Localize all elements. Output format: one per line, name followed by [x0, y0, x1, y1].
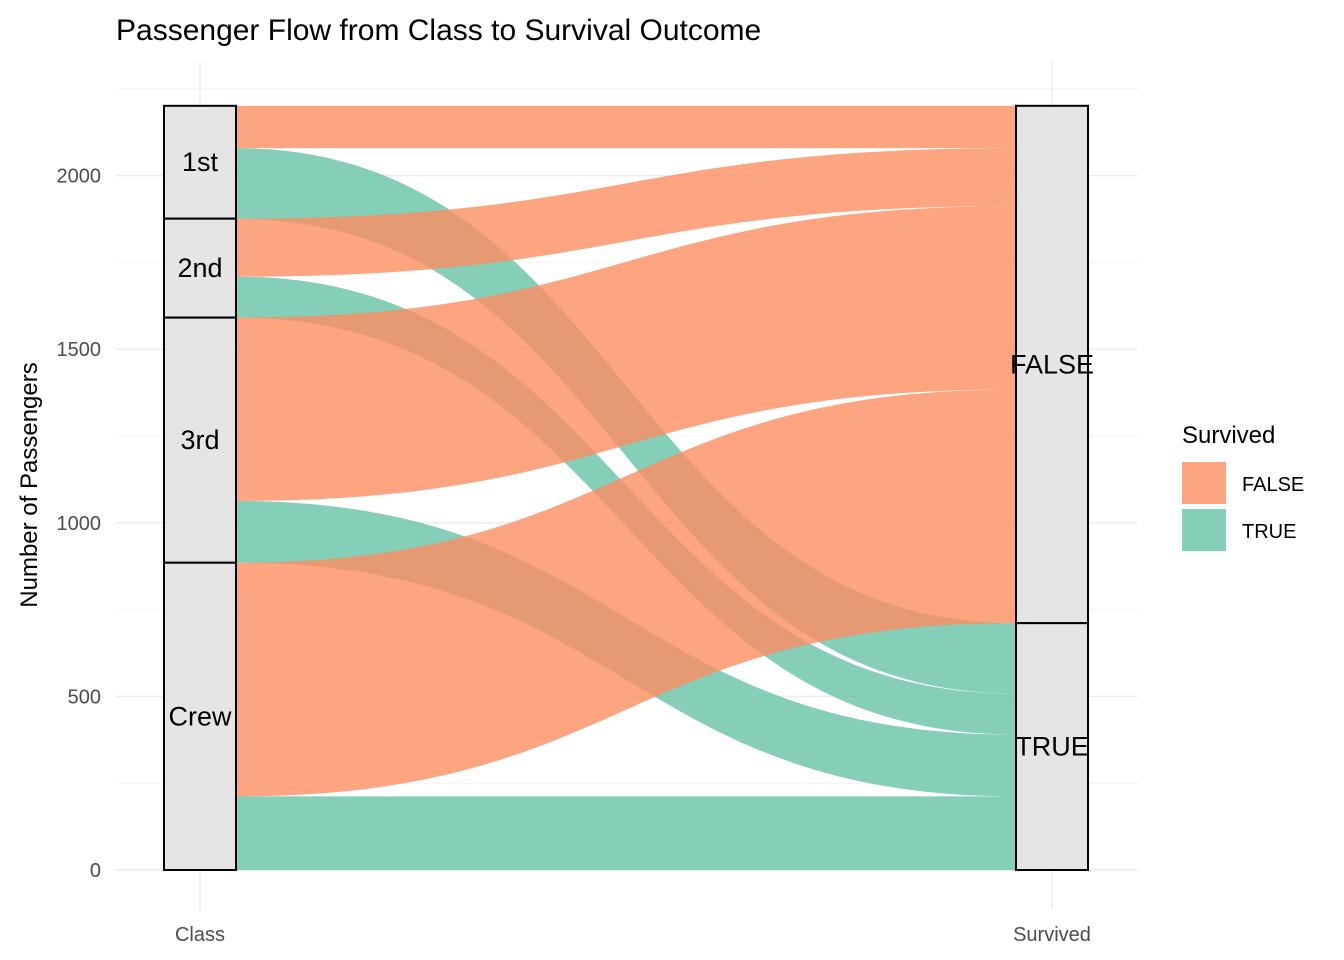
stratum-box-class-2nd — [163, 217, 237, 319]
stratum-label-class-crew: Crew — [168, 701, 232, 731]
legend-label-false: FALSE — [1242, 474, 1304, 496]
y-tick-label: 1000 — [57, 513, 102, 535]
stratum-box-class-crew — [163, 561, 237, 872]
y-axis-ticks: 0 500 1000 1500 2000 — [57, 166, 102, 882]
y-axis-title: Number of Passengers — [16, 362, 43, 607]
flow-layer — [236, 105, 1016, 870]
flow-1st-false — [236, 105, 1016, 149]
x-axis-ticks: Class Survived — [175, 924, 1091, 946]
stratum-label-class-1st: 1st — [182, 147, 219, 177]
x-tick-label-survived: Survived — [1013, 924, 1091, 946]
legend-swatch-true — [1182, 509, 1226, 551]
legend: Survived FALSE TRUE — [1182, 422, 1304, 551]
legend-label-true: TRUE — [1242, 521, 1296, 543]
flow-3rd-false — [236, 206, 1016, 501]
stratum-label-survived-false: FALSE — [1010, 349, 1094, 379]
flow-crew-true — [236, 796, 1016, 870]
stratum-label-survived-true: TRUE — [1015, 732, 1089, 762]
flow-2nd-false — [236, 148, 1016, 277]
stratum-box-class-3rd — [163, 316, 237, 564]
y-tick-label: 1500 — [57, 339, 102, 361]
strata-layer: 1st 2nd 3rd Crew FALSE TRUE — [163, 104, 1094, 872]
legend-swatch-false — [1182, 462, 1226, 504]
y-tick-label: 500 — [68, 686, 101, 708]
stratum-box-survived-false — [1015, 104, 1089, 625]
y-tick-label: 0 — [90, 860, 101, 882]
stratum-box-class-1st — [163, 104, 237, 220]
x-tick-label-class: Class — [175, 924, 225, 946]
stratum-label-class-2nd: 2nd — [177, 253, 222, 283]
stratum-label-class-3rd: 3rd — [180, 425, 219, 455]
flow-crew-false — [236, 389, 1016, 797]
chart-title: Passenger Flow from Class to Survival Ou… — [116, 14, 761, 47]
stratum-box-survived-true — [1015, 622, 1089, 872]
legend-title: Survived — [1182, 422, 1275, 449]
y-tick-label: 2000 — [57, 166, 102, 188]
